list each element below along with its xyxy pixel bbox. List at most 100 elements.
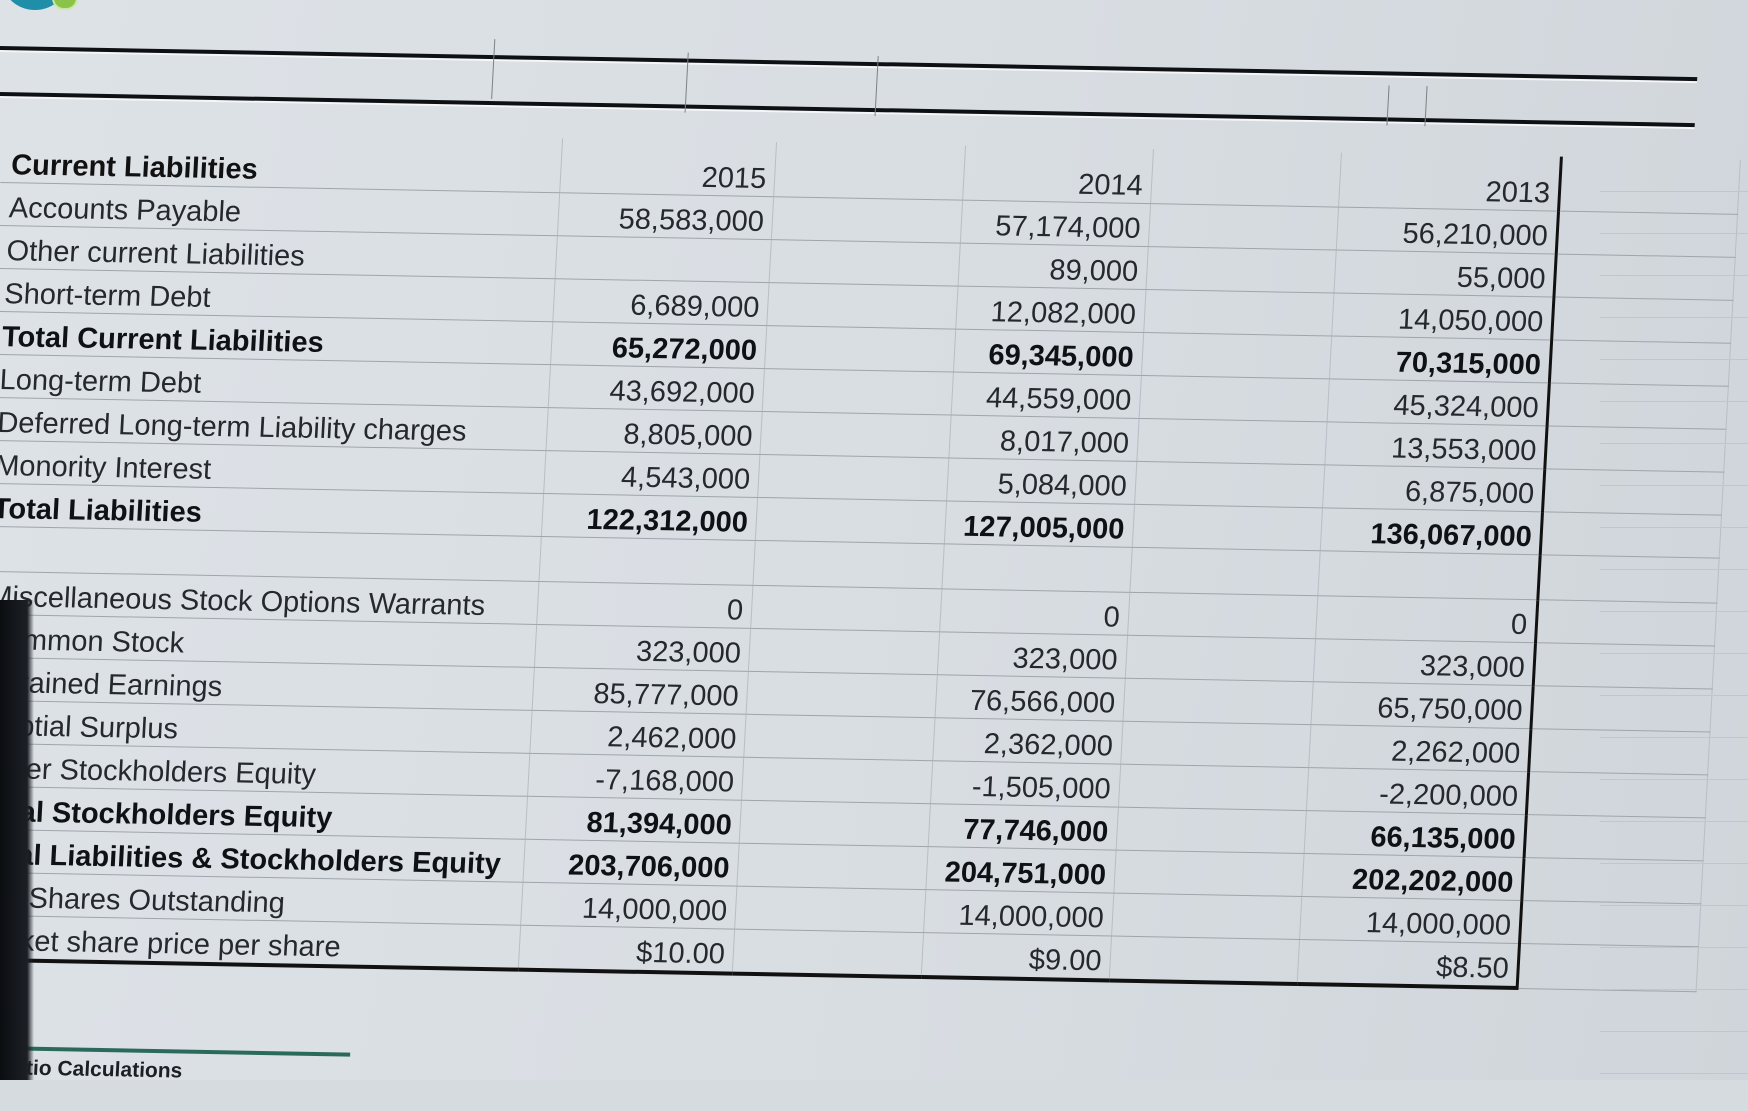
empty-cell[interactable]	[1318, 550, 1541, 600]
empty-cell[interactable]	[762, 368, 954, 415]
value-2015[interactable]: 65,272,000	[550, 321, 767, 369]
value-2015[interactable]	[555, 235, 772, 283]
value-2013[interactable]: 66,135,000	[1304, 810, 1527, 858]
value-2014[interactable]: 77,746,000	[927, 803, 1119, 851]
value-2013[interactable]: 13,553,000	[1325, 421, 1548, 469]
empty-cell[interactable]	[1134, 461, 1326, 508]
value-2014[interactable]: 57,174,000	[960, 200, 1151, 247]
empty-cell[interactable]	[1120, 721, 1312, 768]
value-2013[interactable]: $8.50	[1297, 939, 1520, 988]
empty-cell[interactable]	[757, 454, 949, 501]
value-2014[interactable]: 2,362,000	[932, 717, 1123, 765]
value-2015[interactable]: 122,312,000	[541, 493, 758, 541]
value-2013[interactable]: 323,000	[1313, 638, 1536, 686]
ratio-calculations-heading[interactable]: Ratio Calculations	[0, 1046, 351, 1087]
value-2014[interactable]: 69,345,000	[953, 329, 1144, 376]
value-2013[interactable]: 55,000	[1334, 250, 1557, 298]
empty-cell[interactable]	[760, 411, 951, 458]
empty-cell[interactable]	[1113, 850, 1305, 897]
top-double-border-lower	[0, 91, 1695, 128]
empty-cell[interactable]	[746, 671, 938, 718]
value-2015[interactable]: 323,000	[534, 624, 751, 672]
value-2014[interactable]: 76,566,000	[934, 674, 1126, 722]
row-label[interactable]: Market share price per share	[0, 914, 522, 970]
value-2014[interactable]: 12,082,000	[955, 286, 1146, 333]
empty-cell[interactable]	[1145, 246, 1337, 294]
empty-cell[interactable]	[1108, 936, 1300, 984]
value-2013[interactable]: 14,050,000	[1332, 293, 1555, 340]
value-2014[interactable]: 204,751,000	[925, 846, 1116, 894]
value-2013[interactable]: 70,315,000	[1329, 335, 1552, 383]
year-header-2014[interactable]: 2014	[962, 145, 1154, 204]
value-2013[interactable]: 65,750,000	[1311, 681, 1534, 729]
value-2013[interactable]: -2,200,000	[1306, 767, 1529, 815]
empty-cell[interactable]	[1143, 289, 1335, 336]
empty-cell[interactable]	[1150, 149, 1342, 208]
value-2014[interactable]: 5,084,000	[946, 457, 1137, 505]
value-2014[interactable]: 89,000	[957, 243, 1149, 290]
empty-cell[interactable]	[766, 282, 958, 330]
empty-cell[interactable]	[741, 757, 933, 804]
value-2015[interactable]: 85,777,000	[532, 667, 749, 715]
value-2015[interactable]: 2,462,000	[530, 710, 747, 758]
value-2014[interactable]: -1,505,000	[930, 760, 1121, 808]
empty-cell[interactable]	[755, 497, 947, 544]
empty-cell[interactable]	[1115, 807, 1307, 854]
value-2014[interactable]: 44,559,000	[950, 372, 1142, 419]
value-2014[interactable]: 323,000	[937, 631, 1128, 679]
empty-cell[interactable]	[750, 585, 942, 632]
empty-cell[interactable]	[1125, 635, 1316, 682]
value-2015[interactable]: 0	[537, 581, 754, 629]
section-header-current-liabilities[interactable]: Current Liabilities	[0, 128, 563, 193]
empty-cell[interactable]	[739, 800, 931, 847]
empty-cell[interactable]	[1148, 203, 1339, 251]
value-2013[interactable]: 0	[1315, 595, 1538, 643]
value-2015[interactable]: 8,805,000	[546, 407, 763, 455]
empty-cell[interactable]	[764, 325, 956, 373]
empty-cell[interactable]	[771, 196, 963, 244]
value-2013[interactable]: 2,262,000	[1309, 724, 1532, 772]
value-2013[interactable]: 202,202,000	[1302, 853, 1525, 901]
empty-cell[interactable]	[737, 843, 928, 890]
year-header-2013[interactable]: 2013	[1338, 152, 1562, 212]
value-2013[interactable]: 14,000,000	[1299, 896, 1522, 944]
value-2014[interactable]: 127,005,000	[944, 500, 1135, 548]
empty-cell[interactable]	[1141, 332, 1333, 379]
value-2013[interactable]: 56,210,000	[1336, 207, 1559, 255]
value-2014[interactable]: 14,000,000	[923, 889, 1114, 937]
value-2015[interactable]: -7,168,000	[527, 753, 744, 801]
empty-cell[interactable]	[1129, 547, 1321, 596]
value-2014[interactable]: 0	[939, 588, 1130, 636]
value-2014[interactable]: 8,017,000	[948, 414, 1139, 462]
empty-cell[interactable]	[753, 540, 945, 589]
value-2015[interactable]: 14,000,000	[521, 882, 738, 930]
empty-cell[interactable]	[539, 536, 756, 586]
value-2015[interactable]: 6,689,000	[553, 278, 770, 326]
empty-cell[interactable]	[1118, 764, 1310, 811]
empty-cell[interactable]	[1136, 418, 1328, 465]
empty-cell[interactable]	[734, 886, 926, 933]
empty-cell[interactable]	[1122, 678, 1314, 725]
empty-cell[interactable]	[748, 628, 940, 675]
value-2015[interactable]: 81,394,000	[525, 796, 742, 844]
value-2013[interactable]: 6,875,000	[1322, 464, 1545, 512]
value-2015[interactable]: 58,583,000	[557, 192, 774, 240]
empty-cell[interactable]	[769, 239, 961, 287]
value-2015[interactable]: 203,706,000	[523, 839, 740, 887]
empty-cell[interactable]	[732, 929, 924, 978]
empty-cell[interactable]	[743, 714, 935, 761]
value-2015[interactable]: 43,692,000	[548, 364, 765, 412]
empty-cell[interactable]	[773, 142, 966, 201]
value-2013[interactable]: 45,324,000	[1327, 378, 1550, 426]
empty-cell[interactable]	[1138, 375, 1330, 422]
year-header-2015[interactable]: 2015	[560, 138, 777, 197]
empty-cell[interactable]	[941, 543, 1132, 593]
empty-cell[interactable]	[1111, 893, 1303, 940]
value-2013[interactable]: 136,067,000	[1320, 507, 1543, 555]
value-2015[interactable]: $10.00	[518, 925, 735, 974]
empty-cell[interactable]	[1127, 592, 1319, 639]
empty-cell[interactable]	[1131, 504, 1323, 551]
value-2014[interactable]: $9.00	[921, 932, 1112, 981]
value-2015[interactable]: 4,543,000	[544, 450, 761, 498]
